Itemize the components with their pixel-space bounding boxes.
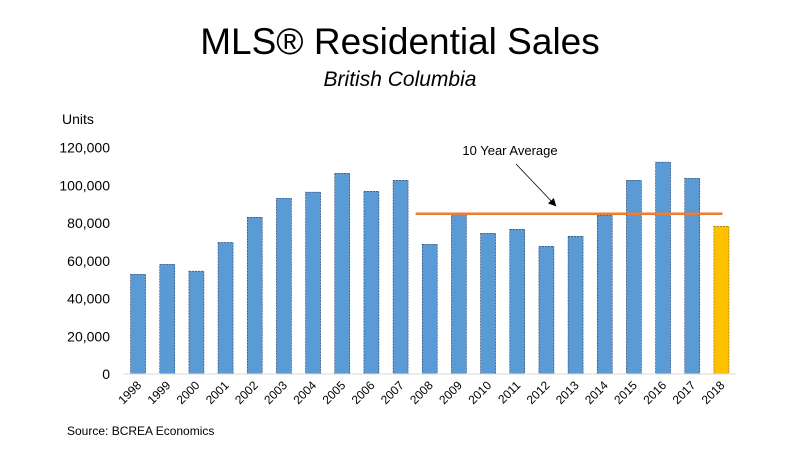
source-note: Source: BCREA Economics: [67, 424, 215, 438]
bar-2018: [713, 226, 730, 375]
x-tick-label: 2007: [378, 378, 407, 407]
x-tick-label: 2017: [670, 378, 699, 407]
x-tick-label: 2006: [349, 378, 378, 407]
bar-2016: [655, 161, 671, 375]
y-tick-label: 60,000: [67, 253, 110, 269]
bar-2010: [480, 233, 496, 375]
bar-2005: [334, 173, 351, 375]
chart-subtitle: British Columbia: [323, 68, 477, 91]
bar-2015: [626, 180, 642, 375]
ten-year-average-label: 10 Year Average: [462, 143, 557, 158]
bar-2011: [509, 229, 526, 375]
bar-2006: [363, 190, 380, 375]
y-tick-label: 120,000: [59, 140, 110, 156]
bar-1999: [159, 263, 176, 375]
x-tick-label: 2001: [203, 378, 232, 407]
y-tick-label: 20,000: [67, 328, 110, 344]
chart-title: MLS® Residential Sales: [200, 21, 600, 62]
x-tick-label: 2003: [261, 378, 290, 407]
bar-2008: [421, 243, 438, 375]
bar-2014: [596, 214, 613, 375]
x-tick-label: 1998: [115, 378, 144, 407]
bar-2000: [188, 270, 205, 375]
x-tick-label: 2016: [640, 378, 669, 407]
x-tick-label: 2012: [524, 378, 553, 407]
x-tick-label: 2018: [699, 378, 728, 407]
bar-2013: [567, 236, 584, 375]
x-tick-label: 2011: [495, 378, 523, 406]
y-tick-label: 100,000: [59, 177, 110, 193]
annotation-arrow: [515, 163, 557, 207]
x-tick-label: 2014: [582, 378, 611, 407]
x-tick-label: 2015: [611, 378, 640, 407]
x-tick-label: 2000: [174, 378, 203, 407]
x-tick-label: 2005: [320, 378, 349, 407]
y-tick-label: 40,000: [67, 291, 110, 307]
y-axis-label: Units: [62, 111, 94, 127]
bar-2003: [276, 197, 292, 375]
y-tick-label: 0: [102, 366, 110, 382]
bar-2012: [538, 246, 555, 375]
x-tick-label: 2004: [290, 378, 319, 407]
bar-2004: [305, 191, 321, 375]
x-tick-label: 2002: [232, 378, 261, 407]
x-tick-label: 1999: [145, 378, 174, 407]
y-tick-label: 80,000: [67, 215, 110, 231]
x-axis: 1998 1999 2000 2001 2002 2003 2004 2005 2006 2007…: [115, 378, 727, 407]
bar-1998: [130, 273, 146, 375]
bar-2001: [217, 242, 234, 375]
bar-2002: [246, 216, 263, 375]
bars: [130, 161, 730, 375]
y-axis: 0 20,000 40,000 60,000 80,000 100,000 120,000: [59, 140, 110, 382]
x-tick-label: 2009: [436, 378, 465, 407]
x-tick-label: 2008: [407, 378, 436, 407]
x-tick-label: 2013: [553, 378, 582, 407]
bar-2009: [451, 214, 467, 375]
bar-2017: [684, 177, 701, 375]
x-tick-label: 2010: [465, 378, 494, 407]
bar-2007: [392, 180, 409, 375]
